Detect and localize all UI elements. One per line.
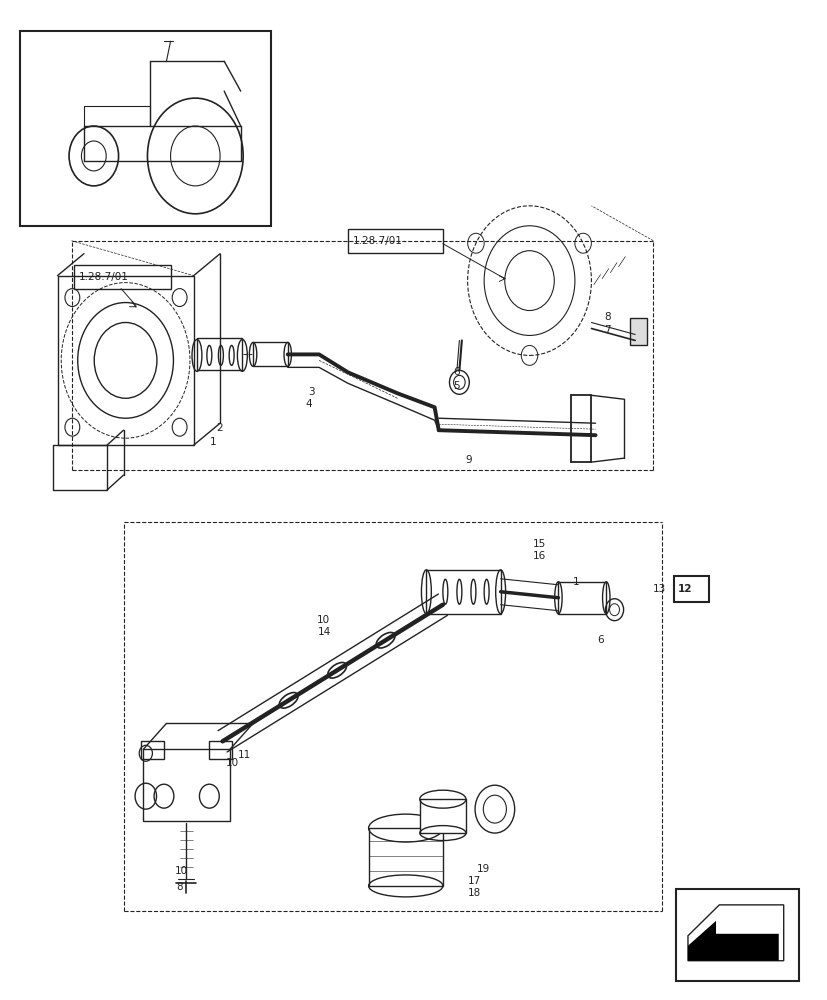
Text: 13: 13 <box>652 584 665 594</box>
Text: 1: 1 <box>209 437 216 447</box>
Bar <box>20 31 271 226</box>
Bar <box>368 828 442 886</box>
Text: 5: 5 <box>453 381 460 391</box>
Text: 16: 16 <box>533 551 546 561</box>
Text: 18: 18 <box>467 888 480 898</box>
Text: 4: 4 <box>304 399 311 409</box>
Bar <box>676 889 797 981</box>
Text: 8: 8 <box>176 882 183 892</box>
Text: 6: 6 <box>596 635 603 645</box>
Bar <box>347 229 442 253</box>
Bar <box>209 741 232 759</box>
Text: 11: 11 <box>237 750 251 760</box>
Text: 12: 12 <box>677 584 691 594</box>
Text: 10: 10 <box>316 615 329 625</box>
Bar <box>673 576 708 602</box>
Polygon shape <box>687 921 778 961</box>
Text: 19: 19 <box>476 864 490 874</box>
Text: 6: 6 <box>453 367 460 377</box>
Bar <box>74 265 171 289</box>
Bar <box>53 445 107 490</box>
Text: 15: 15 <box>533 539 546 549</box>
Text: 1.28.7/01: 1.28.7/01 <box>79 272 129 282</box>
Text: 8: 8 <box>603 312 609 322</box>
Text: 7: 7 <box>603 325 609 335</box>
Text: 2: 2 <box>216 423 222 433</box>
Polygon shape <box>687 905 782 961</box>
Text: 1: 1 <box>571 577 578 587</box>
Bar <box>557 582 605 614</box>
Bar <box>141 741 164 759</box>
Text: 9: 9 <box>465 455 471 465</box>
Bar <box>143 749 230 821</box>
Text: 17: 17 <box>467 876 480 886</box>
Text: 10: 10 <box>174 866 188 876</box>
Bar <box>57 276 194 445</box>
Bar <box>197 338 242 370</box>
Bar <box>253 342 288 366</box>
Text: 10: 10 <box>226 758 239 768</box>
Text: 14: 14 <box>318 627 331 637</box>
Text: 1.28.7/01: 1.28.7/01 <box>352 236 402 246</box>
Bar <box>419 799 466 833</box>
Text: 3: 3 <box>308 387 314 397</box>
Bar <box>629 318 646 345</box>
Bar <box>426 570 500 614</box>
